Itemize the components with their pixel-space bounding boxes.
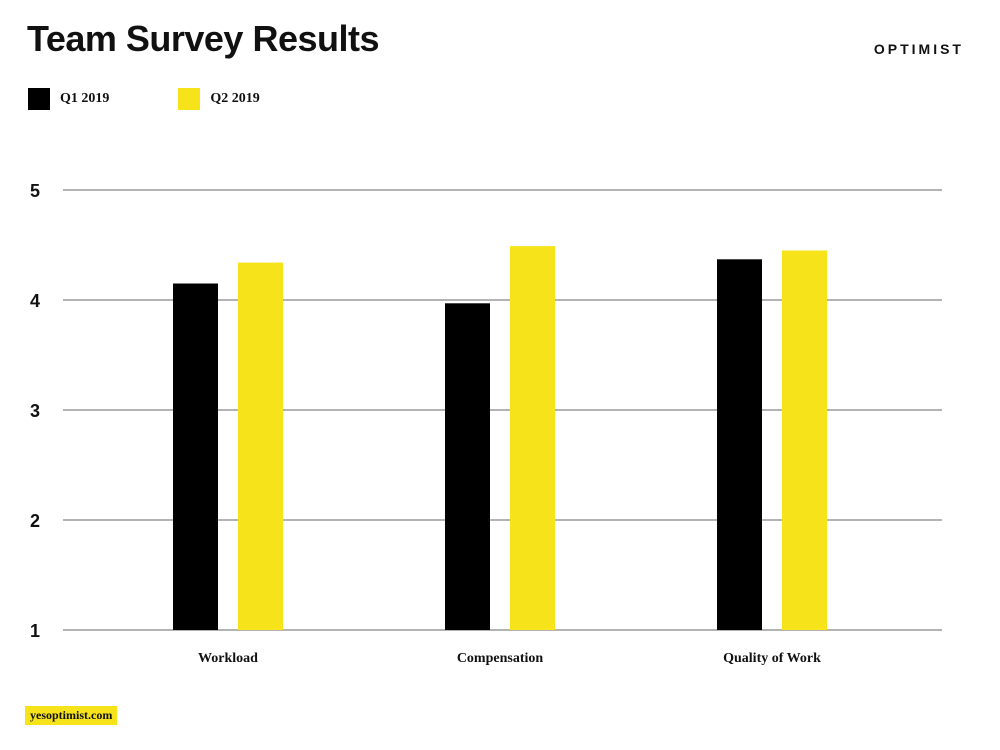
bar-quality-of-work-q2 <box>782 250 827 630</box>
bar-compensation-q1 <box>445 303 490 630</box>
y-tick-label-2: 2 <box>30 511 40 531</box>
legend-label-q1: Q1 2019 <box>60 91 110 106</box>
brand-logo: OPTIMIST <box>873 41 964 57</box>
bar-compensation-q2 <box>510 246 555 630</box>
chart-title: Team Survey Results <box>27 18 380 59</box>
y-tick-label-3: 3 <box>30 401 40 421</box>
x-tick-label-workload: Workload <box>198 651 258 666</box>
legend-swatch-q2 <box>178 88 201 110</box>
bar-workload-q2 <box>238 262 283 630</box>
legend-item-q1: Q1 2019 <box>28 88 109 110</box>
chart-legend: Q1 2019 Q2 2019 <box>28 88 329 110</box>
y-tick-label-1: 1 <box>30 621 40 641</box>
y-tick-label-5: 5 <box>30 181 40 201</box>
legend-swatch-q1 <box>28 88 50 110</box>
footer-site-badge: yesoptimist.com <box>25 706 118 725</box>
x-tick-label-quality-of-work: Quality of Work <box>723 651 821 666</box>
y-tick-label-4: 4 <box>30 291 40 311</box>
bar-quality-of-work-q1 <box>717 259 762 630</box>
legend-label-q2: Q2 2019 <box>210 91 260 106</box>
x-tick-label-compensation: Compensation <box>457 651 544 666</box>
legend-item-q2: Q2 2019 <box>178 88 260 110</box>
bar-workload-q1 <box>173 283 218 630</box>
